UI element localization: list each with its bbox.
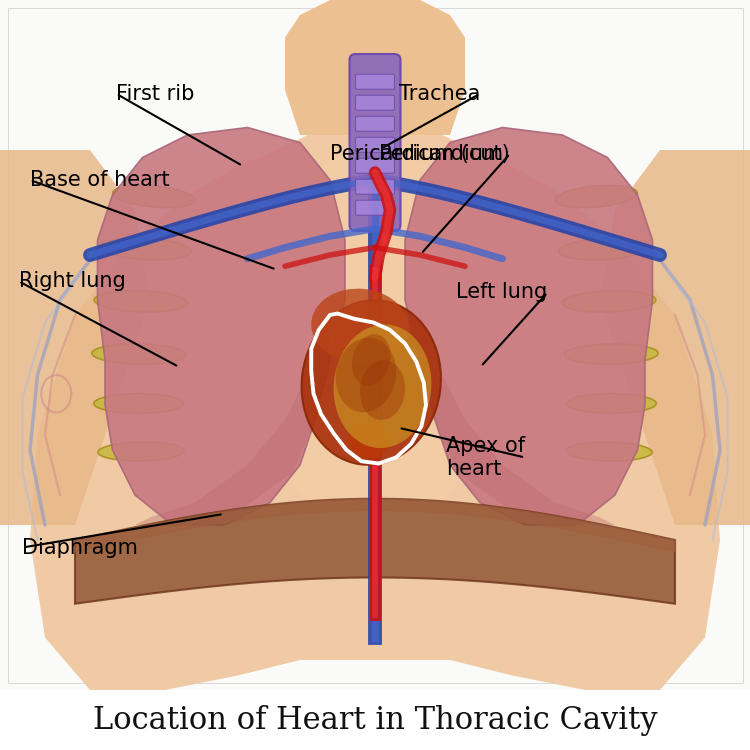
Ellipse shape [94, 394, 184, 413]
FancyBboxPatch shape [350, 54, 400, 231]
FancyBboxPatch shape [356, 200, 395, 215]
Ellipse shape [352, 334, 391, 386]
Polygon shape [600, 150, 750, 525]
Polygon shape [405, 128, 652, 525]
Ellipse shape [334, 325, 431, 448]
Ellipse shape [244, 150, 506, 525]
Ellipse shape [565, 344, 658, 364]
Polygon shape [0, 0, 750, 690]
Ellipse shape [336, 338, 396, 412]
Text: Pericardium (cut): Pericardium (cut) [330, 144, 510, 164]
Polygon shape [30, 105, 720, 690]
Text: Left lung: Left lung [456, 283, 548, 302]
FancyBboxPatch shape [356, 74, 395, 89]
Text: Location of Heart in Thoracic Cavity: Location of Heart in Thoracic Cavity [93, 704, 657, 736]
FancyBboxPatch shape [356, 158, 395, 173]
Ellipse shape [562, 291, 656, 312]
Ellipse shape [559, 238, 649, 260]
Ellipse shape [311, 289, 409, 364]
Text: Diaphragm: Diaphragm [22, 538, 138, 557]
Text: Base of heart: Base of heart [30, 170, 170, 190]
FancyBboxPatch shape [356, 179, 395, 194]
Text: Apex of
heart: Apex of heart [446, 436, 525, 479]
Text: Pericardium: Pericardium [380, 144, 510, 164]
FancyBboxPatch shape [356, 137, 395, 152]
Polygon shape [346, 420, 390, 459]
Ellipse shape [94, 291, 188, 312]
FancyBboxPatch shape [356, 116, 395, 131]
Ellipse shape [360, 360, 405, 420]
Polygon shape [285, 0, 465, 135]
Text: Right lung: Right lung [19, 272, 125, 291]
Ellipse shape [92, 344, 185, 364]
Text: First rib: First rib [116, 84, 201, 104]
Ellipse shape [302, 300, 441, 465]
Text: Trachea: Trachea [399, 84, 480, 104]
Ellipse shape [566, 442, 652, 461]
Polygon shape [98, 128, 345, 525]
Polygon shape [420, 315, 615, 525]
Ellipse shape [101, 238, 191, 260]
Ellipse shape [112, 185, 195, 208]
Ellipse shape [555, 185, 638, 208]
Polygon shape [75, 499, 675, 604]
Ellipse shape [566, 394, 656, 413]
Ellipse shape [98, 442, 184, 461]
Polygon shape [135, 315, 330, 525]
Polygon shape [0, 150, 150, 525]
FancyBboxPatch shape [356, 95, 395, 110]
